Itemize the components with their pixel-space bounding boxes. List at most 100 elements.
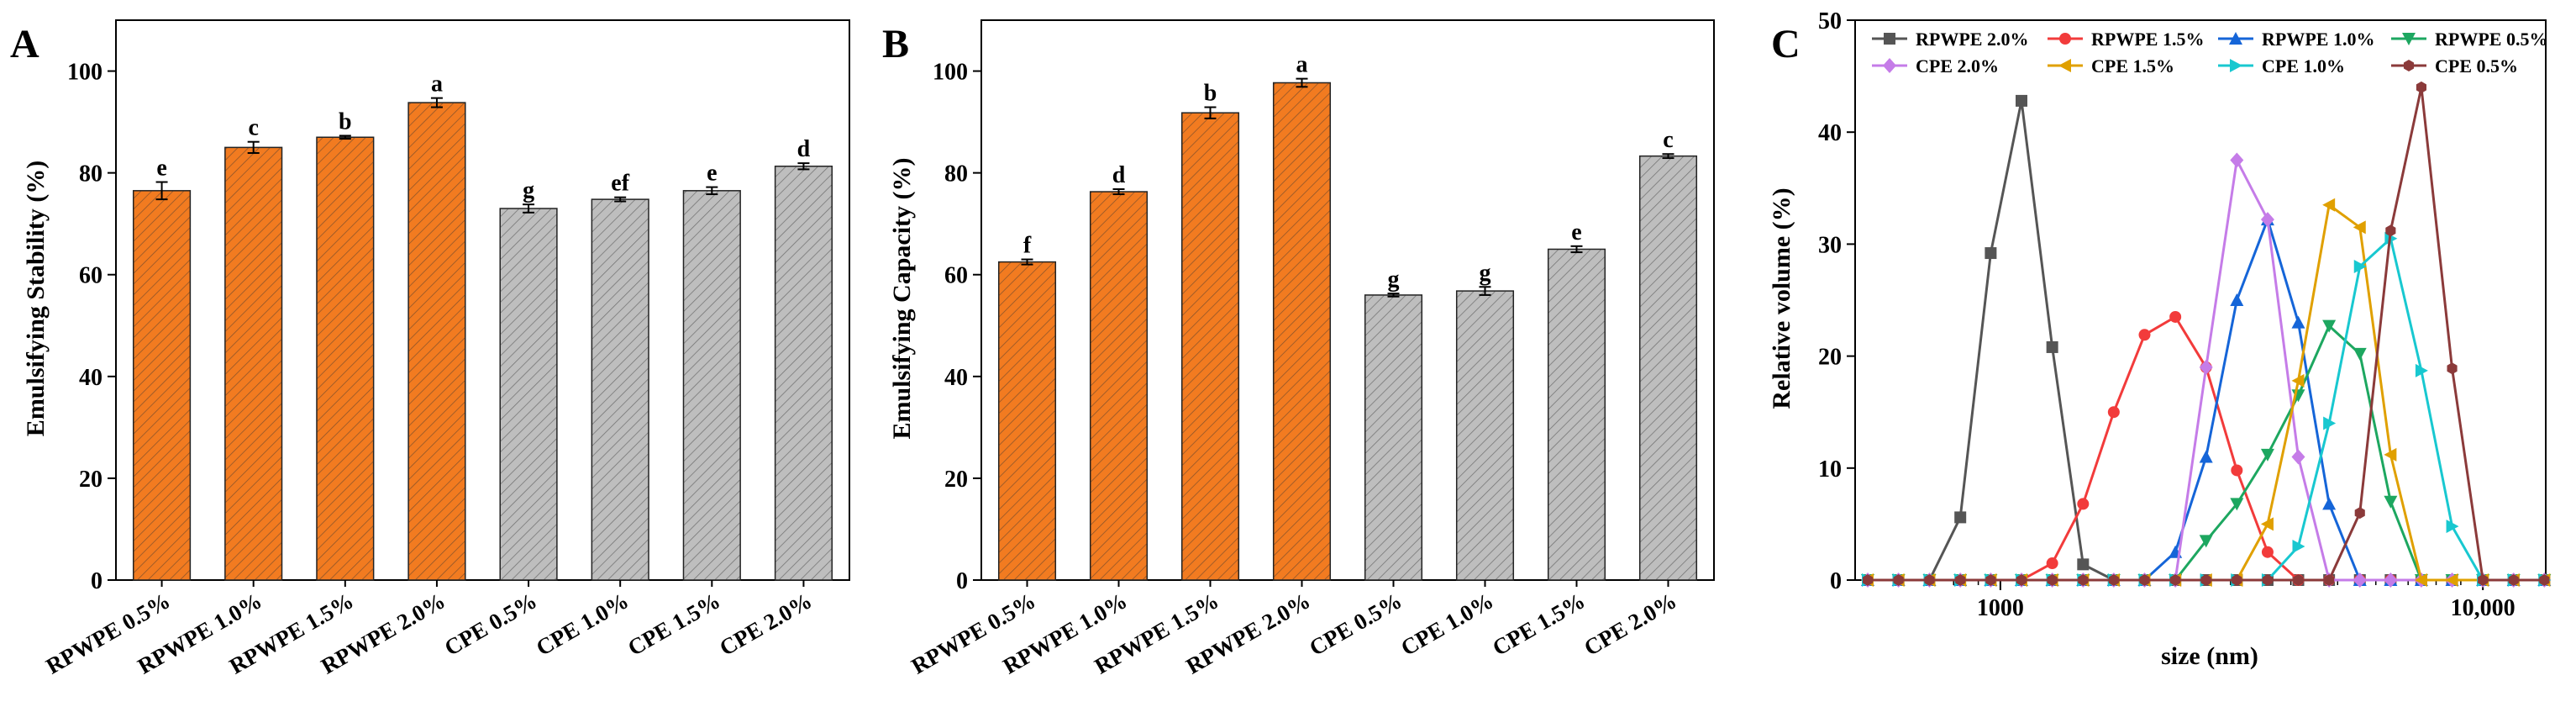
panel-c-data-point [2384,231,2398,245]
panel-c-plot: 0 10 20 30 40 50 1000 10,000 RPWPE 2.0% RPWPE 1.5… [1818,8,2552,621]
panel-a-ytick-label: 20 [79,467,103,493]
panel-a-significance-letter: b [339,108,352,135]
panel-c-data-point [2046,340,2058,353]
panel-c-xtick-label: 1000 [1977,595,2024,621]
panel-a-significance-letter: e [707,161,717,187]
panel-b-bar-hatch [1181,113,1239,580]
panel-b-bar-hatch [1639,156,1697,580]
panel-c-data-point [2230,152,2244,168]
panel-c-data-point [2077,498,2090,510]
panel-c-data-point [2508,574,2519,586]
panel-c-data-point [2323,416,2337,430]
panel-c-ytick-label: 40 [1818,120,1842,146]
panel-c-data-point [2322,198,2336,212]
panel-c-data-point [2047,574,2058,586]
panel-c-legend-label: CPE 0.5% [2435,55,2518,77]
panel-c-data-point [2292,540,2305,554]
panel-c-data-point [1862,574,1874,586]
panel-b-significance-letter: c [1663,127,1673,153]
panel-a-bar-hatch [500,208,557,580]
panel-c-data-point [2170,574,2181,586]
panel-c-data-point [2415,363,2428,377]
panel-c-series-line [1868,203,2545,582]
panel-c-data-point [2108,574,2119,586]
panel-b-bar-hatch [1364,294,1422,580]
panel-c-series-line [1868,100,2545,582]
panel-b-letter: B [882,22,909,66]
panel-b-significance-letter: g [1480,260,1491,286]
panel-c-data-point [1883,58,1896,73]
panel-c-data-point [2478,574,2489,586]
panel-c-data-point [2353,347,2367,361]
panel-c-data-point [2261,546,2274,558]
panel-c-data-point [2384,447,2397,462]
panel-c-series-1 [1862,94,2551,586]
panel-c-data-point [2016,94,2028,107]
panel-c-legend-item: CPE 1.0% [2218,55,2345,77]
panel-a-significance-letter: d [797,136,811,162]
panel-c-legend-item: CPE 0.5% [2391,55,2518,77]
panel-a-bar-hatch [133,190,191,580]
panel-c-data-point [2384,572,2398,588]
panel-a-significance-letter: ef [611,171,629,197]
panel-c-data-point [2353,220,2366,235]
panel-c-data-point [2230,498,2244,511]
panel-c-legend-item: CPE 2.0% [1872,55,1999,77]
panel-a-significance-letter: c [248,115,258,141]
panel-c-series-line [1868,87,2545,582]
panel-c-ytick-label: 50 [1818,8,1842,34]
panel-c-data-point [2384,495,2398,509]
panel-b-ytick-label: 20 [944,467,968,493]
panel-c-series-7 [1862,231,2552,587]
panel-c-data-point [2199,535,2213,548]
panel-c-data-point [2058,59,2071,72]
panel-c-ytick-label: 20 [1818,345,1842,371]
panel-c-data-point [1955,574,1966,586]
panel-a-ytick-label: 40 [79,365,103,391]
panel-a-letter: A [10,22,39,66]
panel-c-ytick-label: 30 [1818,232,1842,258]
panel-c-legend-item: CPE 1.5% [2048,55,2174,77]
panel-b-bar-hatch [998,261,1056,580]
panel-c-data-point [2139,574,2150,586]
panel-c-data-point [1985,247,1997,260]
panel-c-data-point [1954,511,1967,524]
panel-a-plot-frame [115,19,850,581]
panel-c-series-8 [1862,81,2550,586]
panel-c-data-point [2354,507,2365,520]
panel-c-data-point [2231,464,2243,477]
panel-b-significance-letter: d [1112,162,1126,188]
panel-b-ytick-label: 100 [933,60,968,86]
panel-c-data-point [2291,449,2305,465]
panel-b-bar-hatch [1090,192,1148,580]
panel-c-data-point [2230,293,2244,306]
panel-a-bar-hatch [775,166,833,581]
panel-c-data-point [2539,574,2550,586]
panel-c-data-point [2200,574,2211,586]
panel-c-data-point [2322,497,2337,510]
panel-c-letter: C [1771,22,1801,66]
panel-b-bar-hatch [1456,291,1514,580]
panel-c-legend-item: RPWPE 1.5% [2048,29,2204,50]
panel-a-category-label: CPE 0.5% [440,588,541,661]
panel-c-data-point [2138,329,2151,341]
panel-c-data-point [2385,224,2396,237]
panel-c-data-point [2229,32,2242,45]
panel-c-data-point [2414,573,2427,587]
panel-c-data-point [2107,406,2120,419]
panel-c-data-point [2291,315,2305,329]
panel-c-xtick-label: 10,000 [2451,595,2516,621]
panel-c-data-point [1893,574,1904,586]
panel-c-data-point [2293,574,2304,586]
panel-b-ytick-label: 80 [944,161,968,187]
panel-c-data-point [2402,33,2416,45]
panel-b-category-label: CPE 1.0% [1396,588,1497,661]
panel-c-data-point [2077,558,2090,571]
panel-c-data-point [2353,260,2367,274]
panel-a-ytick-label: 0 [91,568,103,594]
panel-a-significance-letter: g [523,177,534,203]
panel-a-bar-hatch [224,147,282,580]
panel-c-legend-label: CPE 1.5% [2091,55,2174,77]
